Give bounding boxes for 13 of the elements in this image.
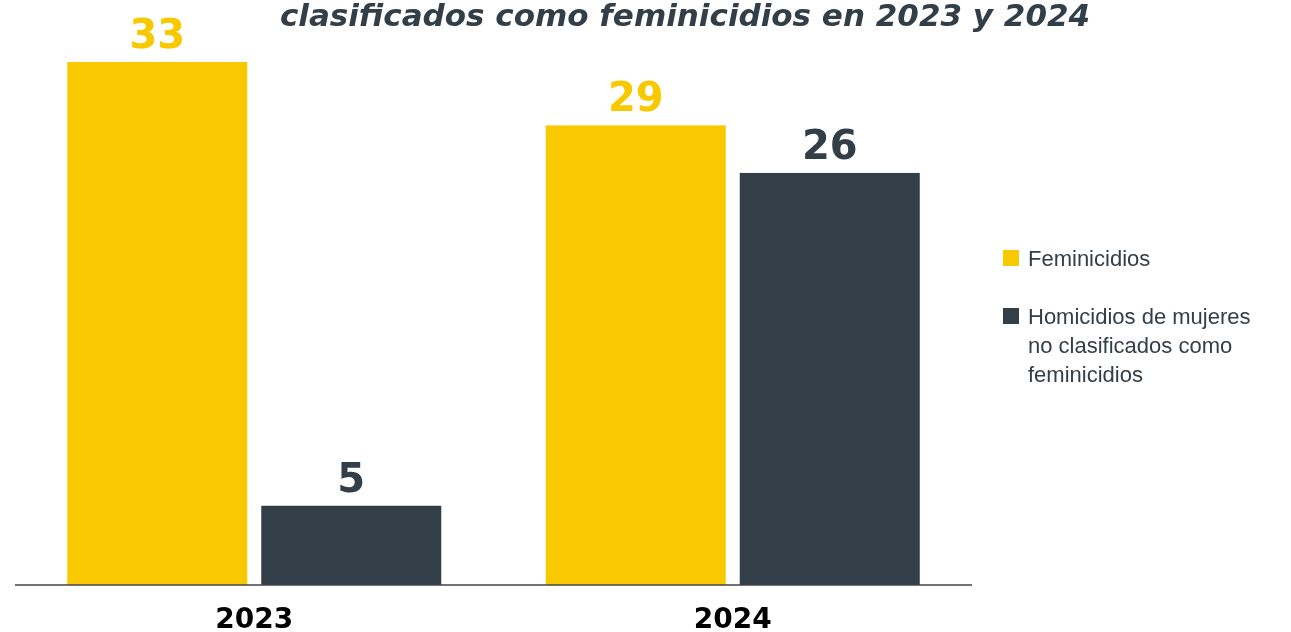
data-label: 29 — [607, 74, 664, 121]
bar — [545, 125, 726, 585]
bar — [261, 505, 442, 585]
data-label: 26 — [801, 121, 858, 168]
legend-label: Homicidios de mujeres no clasificados como feminicidios — [1028, 304, 1251, 387]
data-label: 5 — [337, 454, 366, 501]
bar — [67, 62, 248, 585]
data-label: 33 — [129, 11, 186, 57]
x-tick-label: 2024 — [693, 602, 772, 632]
chart-title: clasificados como feminicidios en 2023 y 2024 — [279, 0, 1091, 33]
bar — [739, 172, 920, 585]
x-tick-label: 2023 — [215, 602, 294, 632]
legend-label: Feminicidios — [1028, 246, 1151, 271]
